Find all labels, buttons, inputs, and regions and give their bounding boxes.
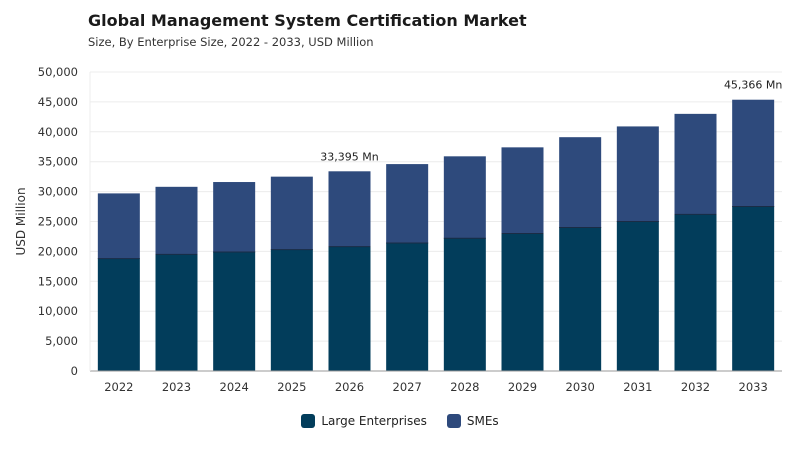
data-label-2033: 45,366 Mn — [724, 79, 782, 92]
bar-large-enterprises-2025 — [270, 249, 313, 371]
y-tick-label: 15,000 — [38, 274, 78, 288]
legend-item-large-enterprises[interactable]: Large Enterprises — [301, 414, 427, 428]
x-tick-label: 2032 — [681, 380, 710, 394]
bar-large-enterprises-2024 — [213, 251, 256, 371]
y-axis-label: USD Million — [14, 187, 28, 255]
x-tick-label: 2031 — [623, 380, 652, 394]
bar-smes-2023 — [155, 186, 198, 255]
y-tick-label: 0 — [71, 364, 78, 378]
stacked-bar-chart: 0 5,000 10,000 15,000 20,000 25,000 30,000 35,0… — [14, 65, 782, 394]
x-tick-label: 2030 — [566, 380, 595, 394]
x-tick-label: 2028 — [450, 380, 479, 394]
bar-smes-2024 — [213, 182, 256, 252]
bar-smes-2029 — [501, 147, 544, 234]
bar-large-enterprises-2022 — [97, 258, 140, 371]
chart-title: Global Management System Certification M… — [88, 11, 527, 30]
legend-item-smes[interactable]: SMEs — [446, 414, 499, 428]
bar-large-enterprises-2028 — [443, 238, 486, 371]
y-tick-label: 20,000 — [38, 244, 78, 258]
bar-smes-2028 — [443, 156, 486, 239]
bar-smes-2026 — [328, 171, 371, 247]
bar-smes-2033 — [732, 99, 775, 207]
y-tick-label: 10,000 — [38, 304, 78, 318]
bar-large-enterprises-2023 — [155, 254, 198, 371]
bar-large-enterprises-2031 — [616, 221, 659, 371]
x-tick-label: 2022 — [104, 380, 133, 394]
bar-smes-2025 — [270, 176, 313, 250]
bar-smes-2030 — [559, 137, 602, 228]
chart-legend: Large Enterprises SMEs — [0, 414, 800, 428]
x-tick-label: 2026 — [335, 380, 364, 394]
x-tick-label: 2027 — [393, 380, 422, 394]
y-tick-label: 5,000 — [45, 334, 78, 348]
chart-subtitle: Size, By Enterprise Size, 2022 - 2033, U… — [88, 35, 374, 49]
x-tick-label: 2033 — [739, 380, 768, 394]
legend-label-smes: SMEs — [466, 414, 499, 428]
y-tick-label: 45,000 — [38, 95, 78, 109]
bar-large-enterprises-2030 — [559, 227, 602, 371]
bar-smes-2027 — [386, 164, 429, 244]
y-tick-label: 40,000 — [38, 125, 78, 139]
y-tick-label: 50,000 — [38, 65, 78, 79]
bar-large-enterprises-2032 — [674, 214, 717, 371]
legend-swatch-smes — [446, 414, 461, 428]
bar-large-enterprises-2026 — [328, 246, 371, 371]
y-tick-label: 25,000 — [38, 215, 78, 229]
y-tick-label: 35,000 — [38, 155, 78, 169]
x-tick-label: 2025 — [277, 380, 306, 394]
data-label-2026: 33,395 Mn — [320, 150, 378, 163]
bar-smes-2031 — [616, 126, 659, 222]
x-tick-label: 2024 — [220, 380, 249, 394]
legend-swatch-large-enterprises — [301, 414, 316, 428]
y-tick-label: 30,000 — [38, 185, 78, 199]
x-tick-label: 2023 — [162, 380, 191, 394]
x-tick-label: 2029 — [508, 380, 537, 394]
bar-large-enterprises-2027 — [386, 243, 429, 371]
bar-large-enterprises-2033 — [732, 206, 775, 371]
bar-smes-2032 — [674, 113, 717, 215]
bar-smes-2022 — [97, 193, 140, 259]
bar-large-enterprises-2029 — [501, 233, 544, 371]
legend-label-large-enterprises: Large Enterprises — [321, 414, 427, 428]
